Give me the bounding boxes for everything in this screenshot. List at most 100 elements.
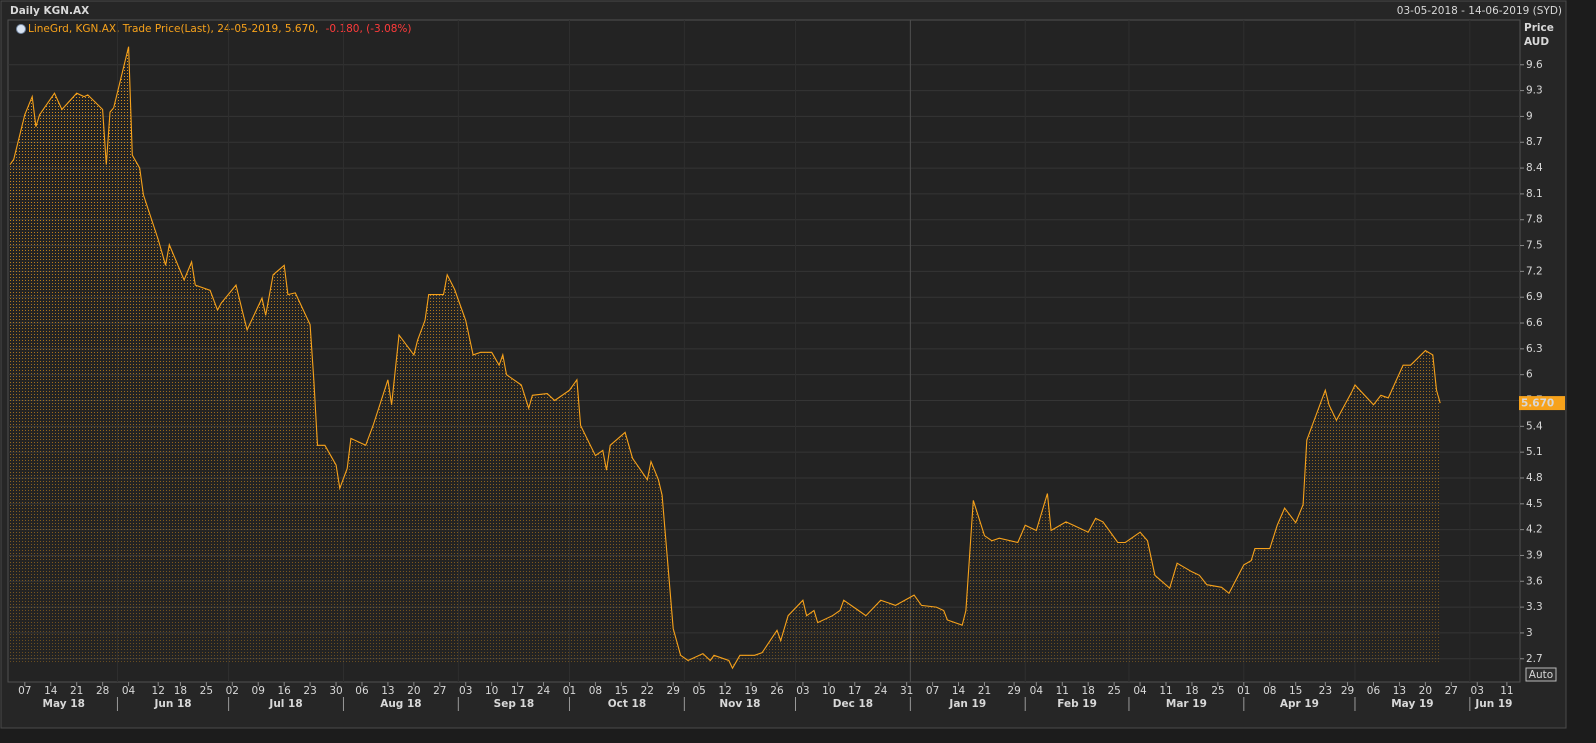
x-tick-label: 30 [329, 685, 342, 697]
x-tick-label: 17 [511, 685, 524, 697]
auto-button[interactable]: Auto [1525, 667, 1557, 682]
marks [9, 46, 1441, 670]
x-tick-label: 06 [355, 685, 369, 697]
x-tick-label: 23 [303, 685, 316, 697]
area [10, 46, 1441, 669]
x-tick-label: 01 [1237, 685, 1250, 697]
y-tick-label: 9.3 [1526, 85, 1543, 97]
month-label: Jan 19 [948, 698, 986, 710]
y-tick-label: 8.7 [1526, 136, 1543, 148]
y-tick-label: 6 [1526, 369, 1533, 381]
x-tick-label: 29 [667, 685, 680, 697]
month-label: Feb 19 [1057, 698, 1097, 710]
x-tick-label: 08 [589, 685, 602, 697]
legend-icon [16, 24, 26, 34]
x-tick-label: 15 [1289, 685, 1302, 697]
x-tick-label: 11 [1500, 685, 1513, 697]
last-price-box [1519, 396, 1565, 411]
y-tick-label: 6.9 [1526, 291, 1543, 303]
y-tick-label: 9 [1526, 110, 1533, 122]
month-label: Apr 19 [1280, 698, 1319, 710]
x-tick-label: 21 [978, 685, 991, 697]
x-tick-label: 27 [1445, 685, 1458, 697]
x-tick-label: 14 [44, 685, 58, 697]
x-tick-label: 03 [459, 685, 472, 697]
x-tick-label: 08 [1263, 685, 1276, 697]
x-tick-label: 09 [252, 685, 265, 697]
x-tick-label: 11 [1056, 685, 1069, 697]
y-tick-label: 8.1 [1526, 188, 1543, 200]
month-label: Sep 18 [494, 698, 534, 710]
last-price-label: 5.670 [1521, 398, 1554, 410]
y-tick-label: 7.8 [1526, 214, 1543, 226]
month-label: Mar 19 [1166, 698, 1207, 710]
y-tick-label: 3.3 [1526, 601, 1543, 613]
month-label: May 18 [43, 698, 85, 710]
legend: LineGrd, KGN.AX, Trade Price(Last), 24-0… [16, 23, 412, 35]
y-tick-label: 4.8 [1526, 472, 1543, 484]
x-tick-label: 12 [718, 685, 731, 697]
x-tick-label: 14 [952, 685, 966, 697]
y-tick-label: 4.5 [1526, 498, 1543, 510]
x-tick-label: 04 [1133, 685, 1147, 697]
x-tick-label: 07 [18, 685, 31, 697]
chart-title: Daily KGN.AX [10, 5, 89, 17]
y-tick-label: 7.2 [1526, 265, 1543, 277]
x-tick-label: 05 [692, 685, 705, 697]
x-tick-label: 25 [200, 685, 213, 697]
y-tick-label: 9.6 [1526, 59, 1543, 71]
month-label: Jun 18 [153, 698, 191, 710]
x-tick-label: 07 [926, 685, 939, 697]
y-tick-label: 3.6 [1526, 575, 1543, 587]
y-tick-label: 3.9 [1526, 549, 1543, 561]
month-label: Jul 18 [268, 698, 302, 710]
x-tick-label: 12 [152, 685, 165, 697]
y-tick-label: 7.5 [1526, 240, 1543, 252]
x-tick-label: 18 [1082, 685, 1095, 697]
x-tick-label: 20 [407, 685, 420, 697]
auto-button-label[interactable]: Auto [1529, 669, 1553, 681]
y-tick-label: 2.7 [1526, 653, 1543, 665]
y-tick-label: 8.4 [1526, 162, 1543, 174]
x-tick-label: 04 [122, 685, 136, 697]
x-tick-label: 15 [615, 685, 628, 697]
date-range: 03-05-2018 - 14-06-2019 (SYD) [1397, 5, 1562, 17]
y-tick-label: 5.4 [1526, 420, 1543, 432]
y-tick-label: 5.1 [1526, 446, 1543, 458]
x-tick-label: 23 [1319, 685, 1332, 697]
x-tick-label: 04 [1030, 685, 1044, 697]
x-tick-label: 18 [1185, 685, 1198, 697]
x-tick-label: 10 [822, 685, 835, 697]
x-tick-label: 13 [1393, 685, 1406, 697]
x-tick-label: 21 [70, 685, 83, 697]
month-label: Jun 19 [1474, 698, 1512, 710]
x-tick-label: 17 [848, 685, 861, 697]
x-tick-label: 28 [96, 685, 109, 697]
month-label: Dec 18 [833, 698, 873, 710]
legend-series-name: LineGrd, KGN.AX, Trade Price(Last), 24-0… [28, 23, 318, 35]
month-label: Nov 18 [719, 698, 760, 710]
y-tick-label: 4.2 [1526, 524, 1543, 536]
y-tick-label: 6.3 [1526, 343, 1543, 355]
x-tick-label: 22 [641, 685, 654, 697]
x-tick-label: 26 [770, 685, 784, 697]
month-label: May 19 [1391, 698, 1433, 710]
y-axis-unit: AUD [1524, 36, 1549, 48]
x-tick-label: 24 [874, 685, 888, 697]
x-tick-label: 27 [433, 685, 446, 697]
x-tick-label: 18 [174, 685, 187, 697]
x-tick-label: 11 [1159, 685, 1172, 697]
auto-button-box[interactable] [1525, 667, 1557, 682]
x-tick-label: 03 [796, 685, 809, 697]
month-label: Oct 18 [608, 698, 646, 710]
x-tick-label: 29 [1007, 685, 1020, 697]
legend-text: LineGrd, KGN.AX, Trade Price(Last), 24-0… [28, 23, 412, 35]
x-tick-label: 03 [1471, 685, 1484, 697]
y-axis-title: Price [1524, 22, 1554, 34]
x-tick-label: 10 [485, 685, 498, 697]
x-tick-label: 02 [226, 685, 239, 697]
legend-change: -0.180, (-3.08%) [326, 23, 412, 35]
x-tick-label: 29 [1341, 685, 1354, 697]
x-tick-label: 06 [1367, 685, 1381, 697]
